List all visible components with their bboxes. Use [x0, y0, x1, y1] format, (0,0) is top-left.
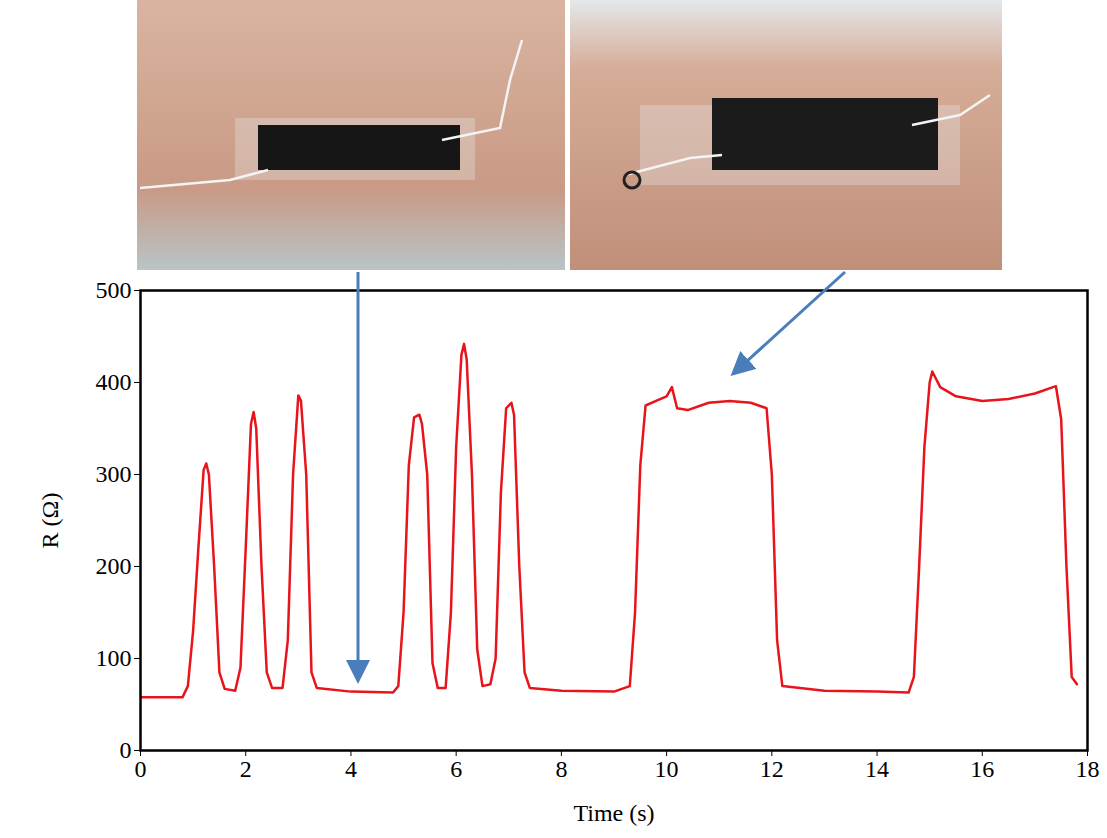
svg-text:12: 12 [760, 756, 784, 782]
svg-text:2: 2 [240, 756, 252, 782]
svg-text:4: 4 [345, 756, 357, 782]
svg-text:18: 18 [1076, 756, 1100, 782]
svg-text:100: 100 [96, 645, 132, 671]
svg-text:0: 0 [135, 756, 147, 782]
svg-text:R (Ω): R (Ω) [37, 493, 63, 549]
svg-text:300: 300 [96, 461, 132, 487]
svg-text:16: 16 [970, 756, 994, 782]
svg-text:10: 10 [655, 756, 679, 782]
svg-text:8: 8 [555, 756, 567, 782]
svg-text:400: 400 [96, 369, 132, 395]
svg-text:0: 0 [120, 737, 132, 763]
svg-text:200: 200 [96, 553, 132, 579]
svg-text:14: 14 [865, 756, 889, 782]
svg-text:6: 6 [450, 756, 462, 782]
svg-text:Time (s): Time (s) [573, 800, 654, 826]
svg-text:500: 500 [96, 277, 132, 303]
